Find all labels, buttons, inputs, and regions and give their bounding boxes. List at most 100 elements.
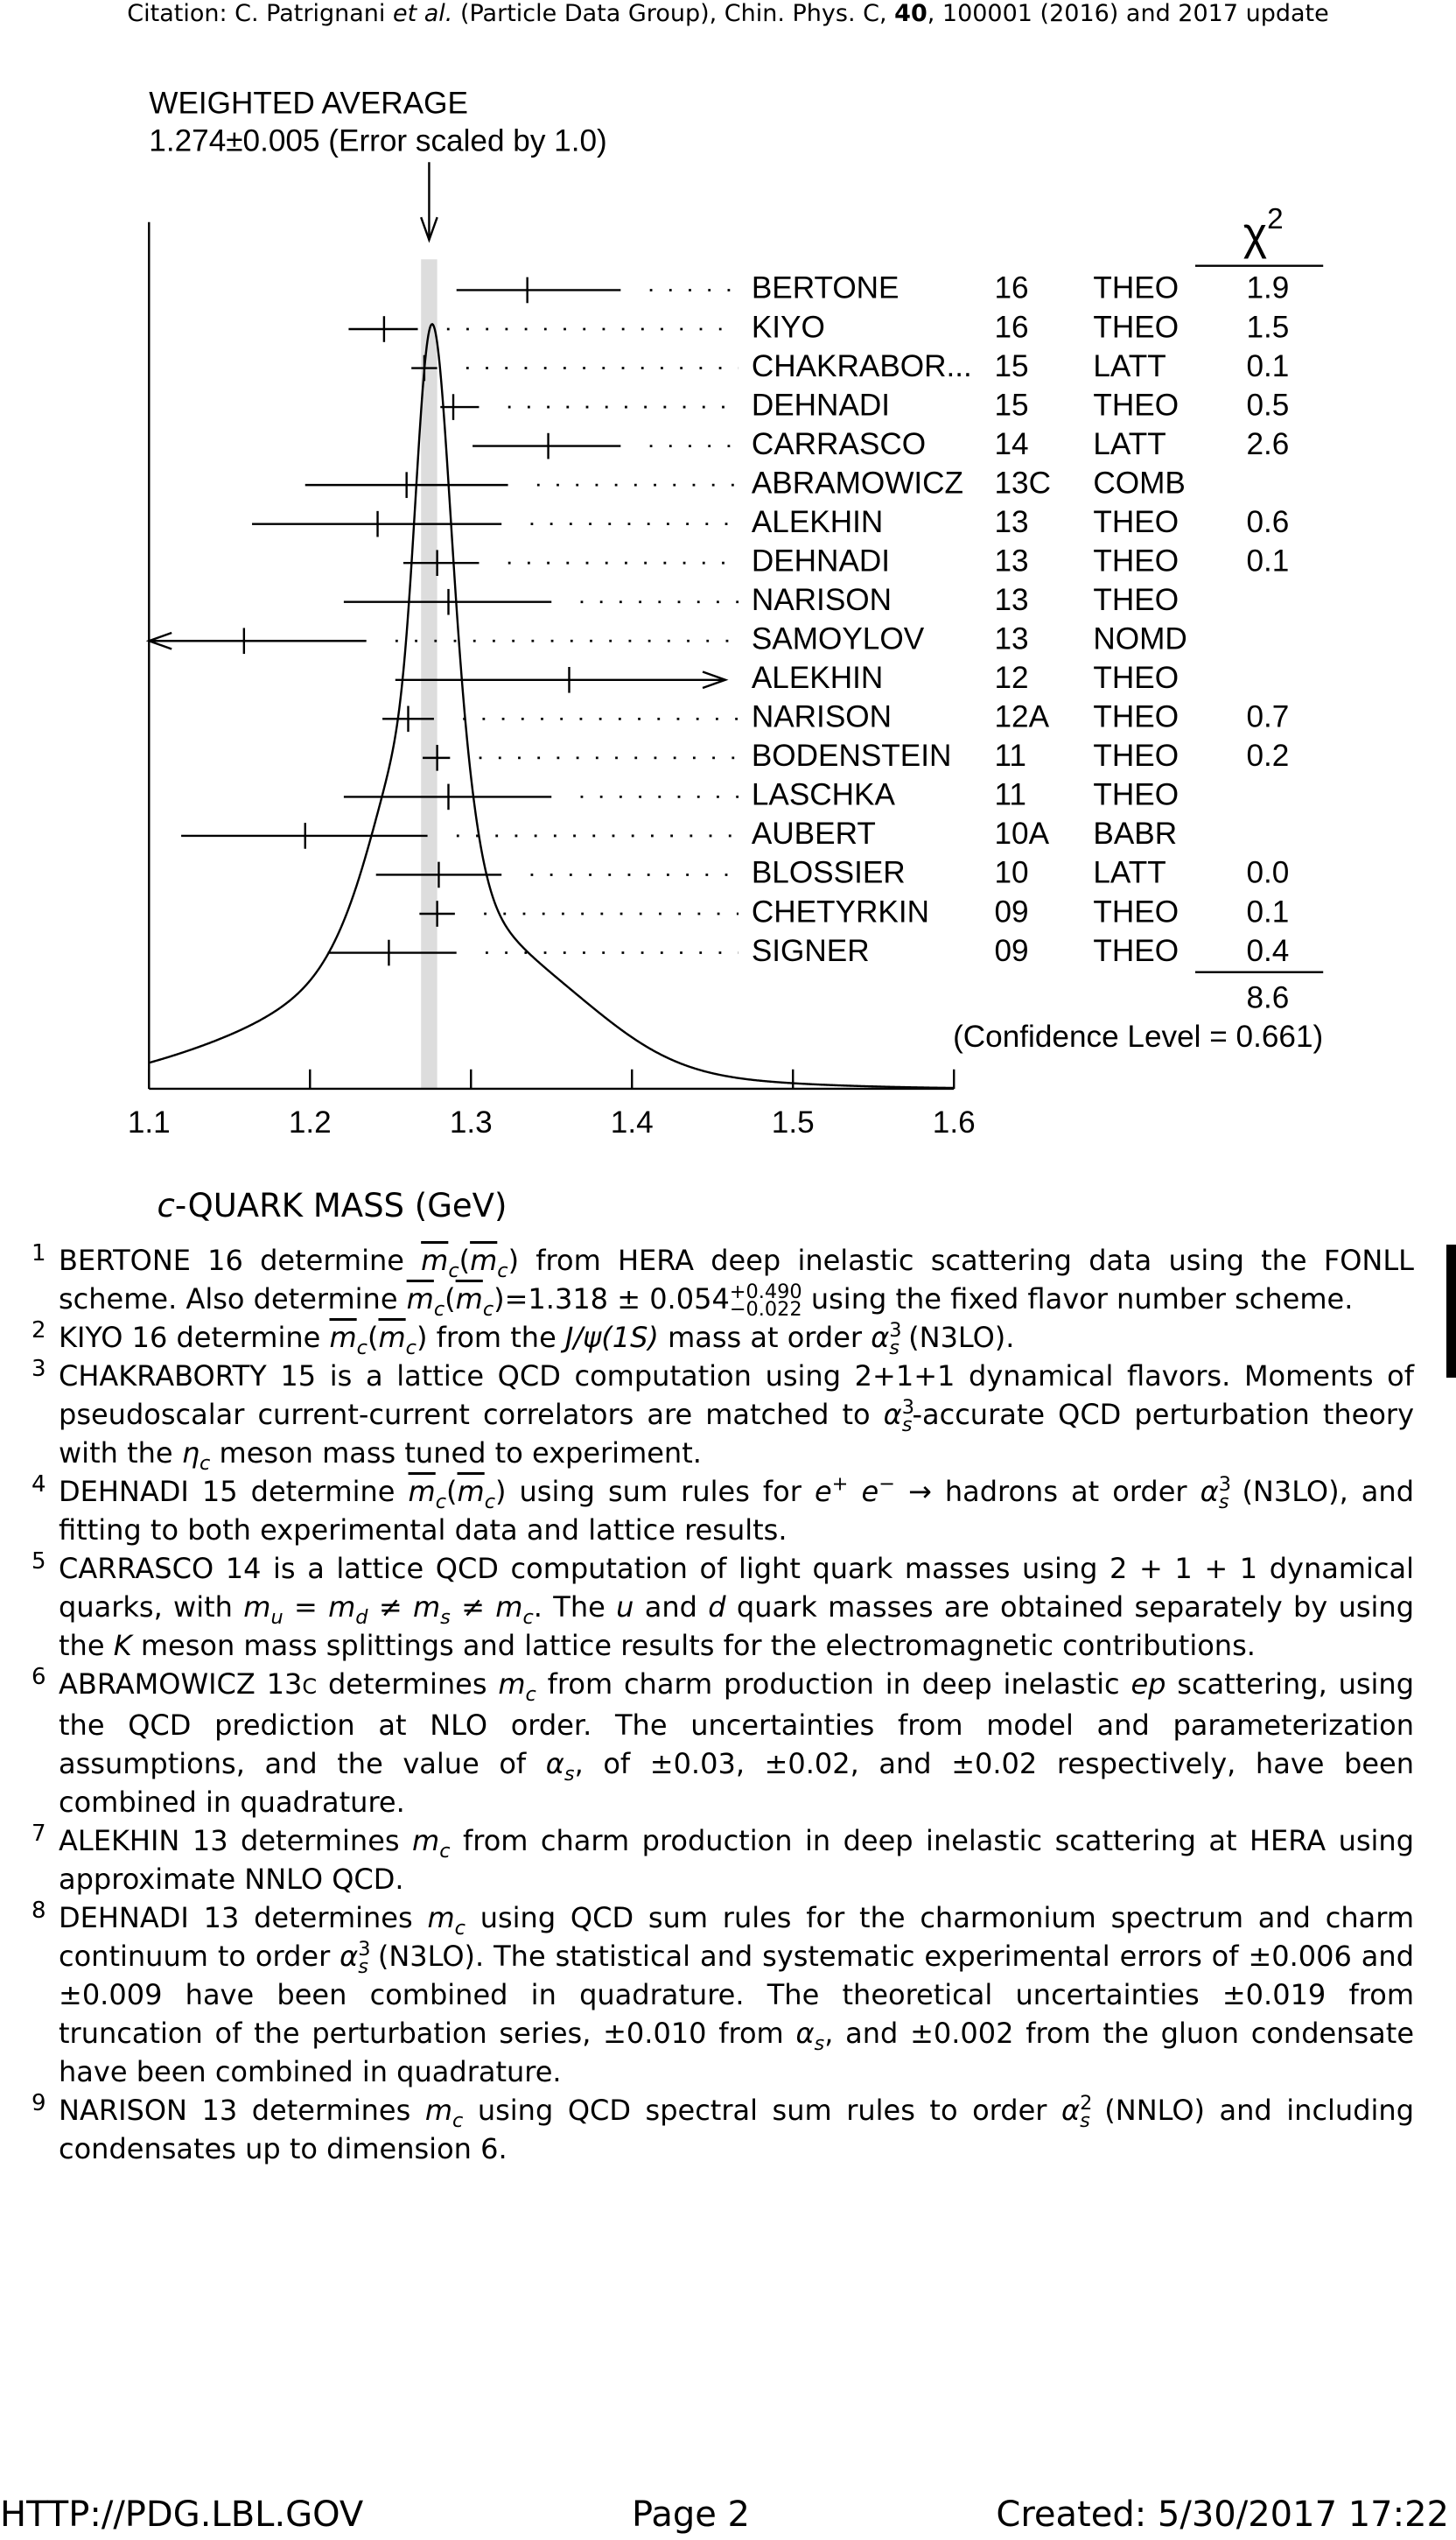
text-run: α [340,1940,359,1973]
footnote-number: 1 [32,1240,46,1266]
text-run: and [634,1590,709,1624]
text-run: using QCD sum rules for the charmonium s… [59,1901,1415,1973]
entry-year: 10A [994,817,1049,851]
text-run: scattering, using the QCD prediction at … [59,1667,1415,1780]
text-run: m [329,1321,357,1354]
text-run: (NNLO) and including condensates up to d… [59,2094,1415,2165]
footer: HTTP://PDG.LBL.GOV Page 2 Created: 5/30/… [0,2494,1456,2536]
chart: WEIGHTED AVERAGE 1.274±0.005 (Error scal… [128,87,1324,1224]
footnote-number: 4 [32,1471,46,1498]
text-run: s [440,1605,451,1629]
text-run: DEHNADI 15 determine [59,1475,409,1508]
text-run: c [200,1451,211,1475]
footnote-number: 8 [32,1898,46,1924]
entry-method: THEO [1093,661,1179,695]
entry-name: KIYO [752,310,825,344]
text-run: d [708,1590,726,1624]
text-run: s [1080,2108,1090,2132]
entry-name: ABRAMOWICZ [752,466,963,500]
footer-page: Page 2 [632,2494,750,2535]
chi2-power: 2 [1267,203,1284,235]
footnote: 5 CARRASCO 14 is a lattice QCD computatio… [32,1548,1415,1665]
entry-chi2: 0.0 [1246,856,1289,890]
chart-subtitle: 1.274±0.005 (Error scaled by 1.0) [149,123,606,158]
ideogram-curve [148,322,955,1090]
text-run: quark masses are obtained separately by … [59,1590,1415,1662]
entry-method: THEO [1093,778,1179,812]
text-run: , and ±0.002 from the gluon condensate h… [59,2017,1414,2088]
text-run: ) using sum rules for [495,1475,815,1508]
text-run: ( [367,1321,379,1354]
text-run: , of ±0.03, ±0.02, and ±0.02 respectivel… [59,1747,1415,1819]
text-run: m [424,2094,452,2127]
text-run: mass at order [658,1321,872,1354]
entry-method: THEO [1093,583,1179,617]
entry-chi2: 0.5 [1246,388,1289,422]
text-run: DEHNADI 13 determines [59,1901,428,1934]
entry-year: 16 [994,271,1028,305]
entry-name: SIGNER [752,934,870,968]
text-run: C [302,1674,318,1699]
entry-method: COMB [1093,466,1185,500]
entry-year: 11 [994,778,1026,812]
text-run: s [814,2031,825,2055]
text-run: J/ψ(1S) [564,1321,659,1354]
entry-method: THEO [1093,505,1179,539]
entry-chi2: 0.6 [1246,505,1289,539]
text-run: c [497,1259,508,1282]
footnote-number: 5 [32,1548,46,1575]
entry-method: THEO [1093,895,1179,929]
entry-chi2: 0.1 [1246,895,1289,929]
x-tick-label: 1.3 [450,1105,493,1140]
text-run: from charm production in deep inelastic … [59,1824,1415,1896]
text-run: ≠ [368,1590,413,1624]
text-run: − [878,1472,895,1496]
text-run: −0.022 [729,1297,802,1321]
text-run: BERTONE 16 determine [59,1244,422,1277]
text-run: ( [458,1244,471,1277]
text-run: α [871,1321,890,1354]
text-run: m [455,1282,483,1316]
text-run: NARISON 13 determines [59,2094,425,2127]
text-run: ) from the [416,1321,565,1354]
footnote-number: 6 [32,1664,46,1690]
text-run: ( [444,1282,456,1316]
entry-year: 13 [994,622,1028,656]
text-run: c [435,1490,447,1513]
entry-name: ALEKHIN [752,505,883,539]
text-run: -accurate QCD perturbation theory with t… [59,1398,1415,1470]
text-run: η [181,1436,200,1470]
entry-method: THEO [1093,388,1179,422]
entry-name: DEHNADI [752,388,890,422]
entry-year: 13 [994,544,1028,578]
entry-method: LATT [1093,427,1166,461]
text-run: m [421,1244,449,1277]
text-run: et al. [392,0,453,27]
footnote: 4 DEHNADI 15 determine mc(mc) using sum r… [32,1471,1414,1549]
text-run: Citation: C. Patrignani [127,0,393,27]
text-run: = [283,1590,329,1624]
entry-chi2: 0.2 [1246,739,1289,773]
text-run: c [522,1605,534,1629]
text-run: c [433,1297,445,1321]
text-run: c [405,1336,416,1359]
entry-method: THEO [1093,700,1179,734]
text-run: CARRASCO 14 is a lattice QCD computation… [59,1552,1414,1624]
footnote: 2 KIYO 16 determine mc(mc) from the J/ψ(1… [32,1317,1414,1359]
entry-year: 14 [994,427,1028,461]
text-run: c [448,1259,459,1282]
x-axis-label-italic: c [158,1187,175,1224]
text-run: e [814,1475,832,1508]
text-run: )=1.318 ± 0.054 [494,1282,730,1316]
entry-method: NOMD [1093,622,1186,656]
entry-chi2: 2.6 [1246,427,1289,461]
text-run: s [564,1762,575,1786]
chart-title: WEIGHTED AVERAGE [149,87,468,121]
x-tick-label: 1.5 [772,1105,815,1140]
text-run: m [495,1590,523,1624]
entry-year: 10 [994,856,1028,890]
arrow-head [702,670,729,690]
text-run: → hadrons at order [894,1475,1200,1508]
text-run: ( [446,1475,458,1508]
